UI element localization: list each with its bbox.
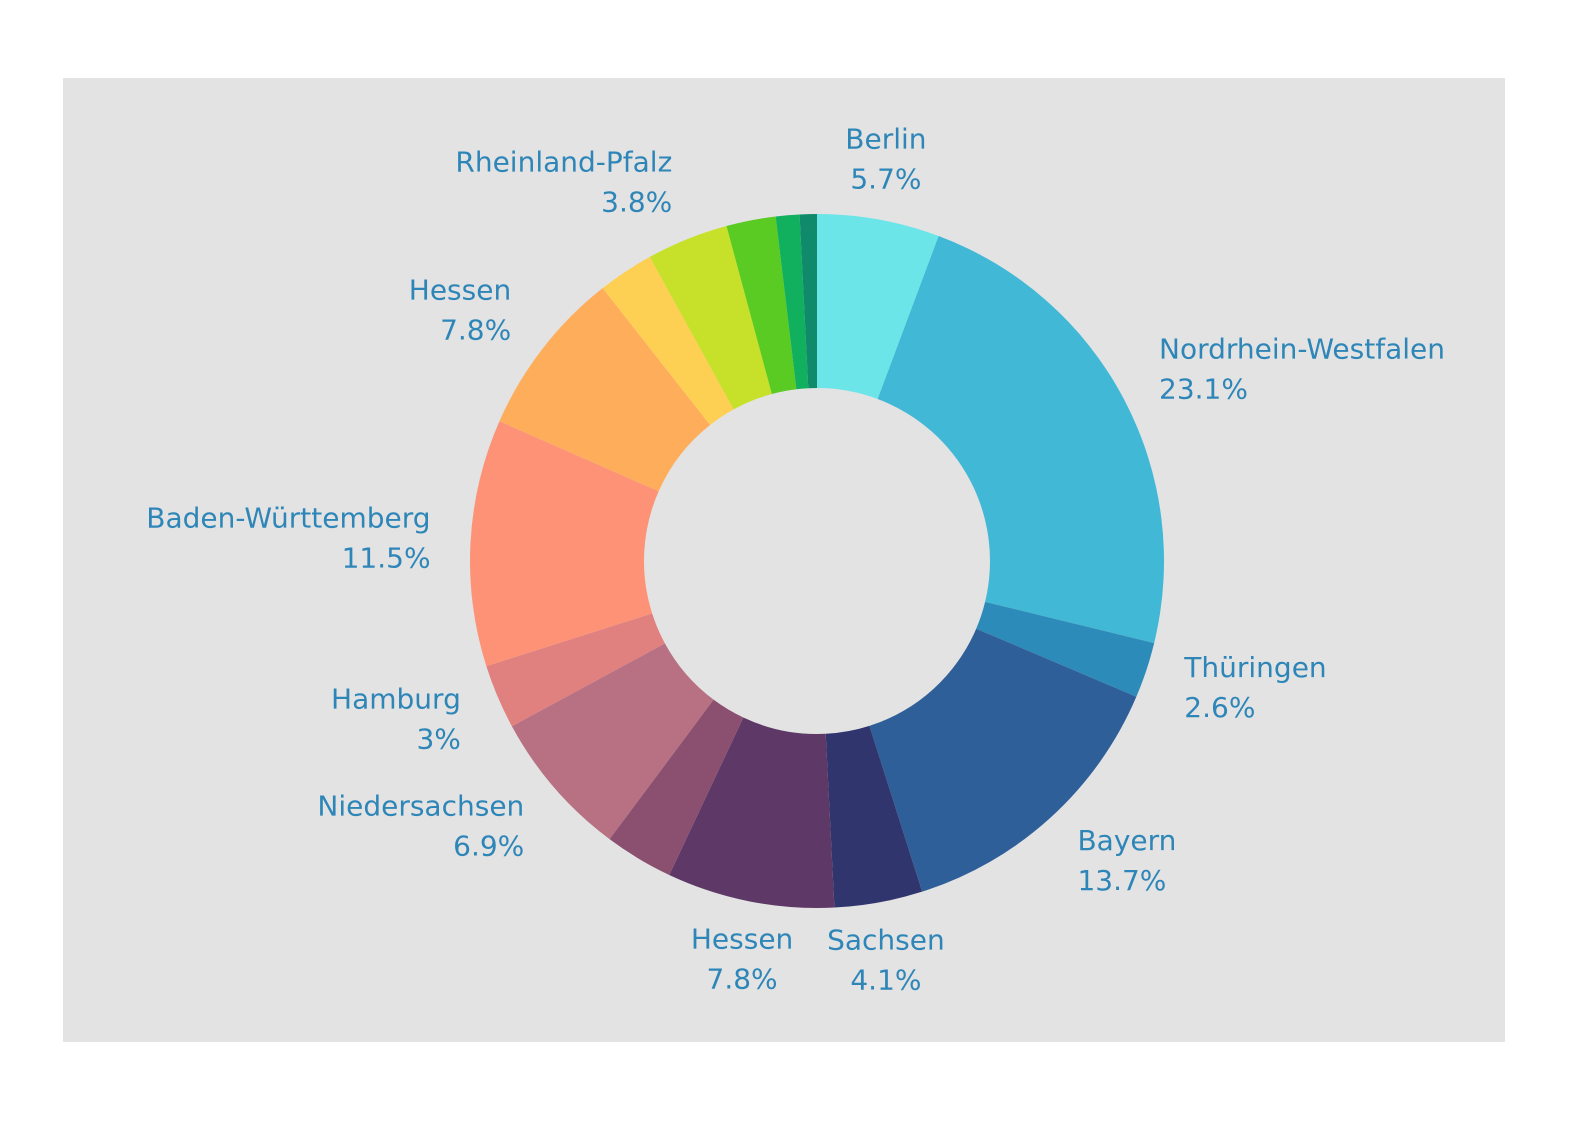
donut-slice: [669, 717, 835, 908]
slice-label: Hamburg: [331, 682, 461, 715]
donut-slice: [499, 288, 711, 492]
slice-value-label: 2.6%: [1184, 691, 1255, 724]
donut-slice: [775, 214, 809, 390]
slice-value-label: 11.5%: [342, 541, 431, 574]
donut-slice: [649, 226, 772, 410]
donut-slice: [609, 699, 744, 875]
donut-slice: [976, 601, 1155, 697]
slice-label: Rheinland-Pfalz: [455, 146, 672, 179]
slice-label: Niedersachsen: [317, 789, 524, 822]
slice-value-label: 7.8%: [707, 962, 778, 995]
slice-label: Bayern: [1077, 824, 1176, 857]
slice-label: Hessen: [691, 922, 793, 955]
slice-value-label: 23.1%: [1159, 373, 1248, 406]
donut-slice: [602, 256, 734, 425]
slice-value-label: 3.8%: [601, 186, 672, 219]
slice-value-label: 6.9%: [453, 829, 524, 862]
donut-slice: [799, 214, 817, 389]
slice-label: Berlin: [845, 123, 926, 156]
donut-slice: [726, 216, 797, 394]
donut-slice: [817, 214, 939, 399]
slice-value-label: 7.8%: [440, 314, 511, 347]
donut-slice: [469, 421, 659, 667]
donut-slice: [869, 628, 1137, 892]
slice-label: Baden-Württemberg: [146, 501, 430, 534]
slice-value-label: 13.7%: [1077, 864, 1166, 897]
donut-slice: [511, 643, 714, 840]
donut-slice: [486, 613, 665, 727]
slice-label: Nordrhein-Westfalen: [1159, 333, 1445, 366]
slice-label: Hessen: [409, 274, 511, 307]
slice-label: Sachsen: [827, 923, 945, 956]
slice-value-label: 4.1%: [850, 963, 921, 996]
donut-slice: [877, 236, 1165, 644]
slice-value-label: 3%: [416, 722, 460, 755]
donut-slice: [825, 725, 923, 908]
slice-label: Thüringen: [1183, 651, 1326, 684]
slice-value-label: 5.7%: [850, 163, 921, 196]
